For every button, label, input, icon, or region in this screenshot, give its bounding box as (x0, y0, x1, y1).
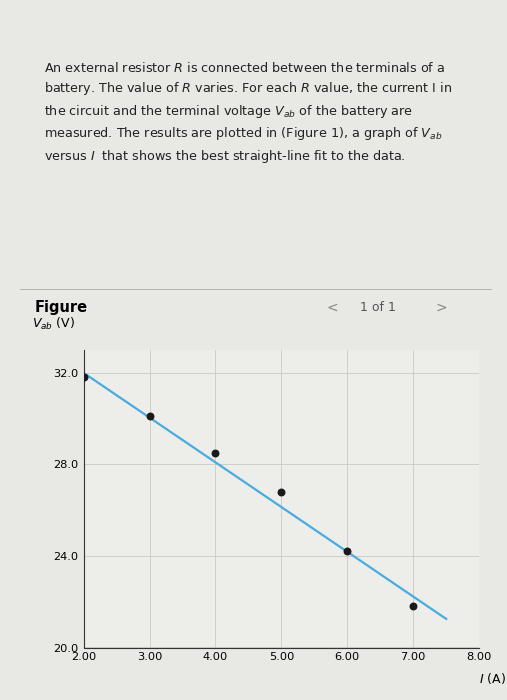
Text: $V_{ab}$ (V): $V_{ab}$ (V) (32, 316, 75, 332)
Text: Figure: Figure (34, 300, 88, 315)
Point (277, 486, 285, 498)
Point (146, 411, 154, 422)
Text: 1 of 1: 1 of 1 (360, 301, 395, 314)
Point (409, 601, 417, 612)
Text: An external resistor $R$ is connected between the terminals of a
battery. The va: An external resistor $R$ is connected be… (44, 61, 452, 164)
Point (343, 546, 351, 557)
Point (80, 372, 88, 383)
Text: <: < (327, 300, 338, 314)
Text: >: > (435, 300, 447, 314)
Text: $I$ (A): $I$ (A) (479, 671, 506, 686)
Point (211, 447, 220, 458)
